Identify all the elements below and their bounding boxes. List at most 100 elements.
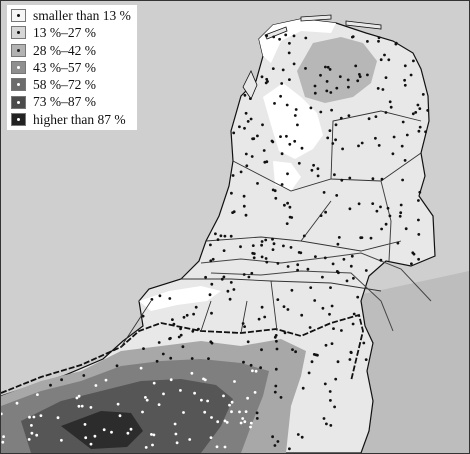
location-dot (260, 305, 264, 309)
location-dot (325, 422, 328, 426)
location-dot (345, 279, 349, 283)
location-dot (352, 312, 356, 316)
location-dot (403, 78, 406, 82)
legend-label-3: 43 %–57 % (33, 59, 96, 75)
location-dot (366, 73, 369, 77)
location-dot (347, 85, 350, 89)
location-dot (208, 293, 212, 297)
location-dot (116, 402, 120, 406)
location-dot (228, 403, 231, 407)
location-dot (288, 205, 292, 209)
location-dot (340, 178, 344, 182)
location-dot (210, 416, 213, 419)
location-dot (281, 68, 285, 72)
location-dot (89, 406, 93, 409)
location-dot (210, 282, 214, 286)
legend-row: 58 %–72 % (11, 76, 131, 93)
location-dot (336, 242, 340, 246)
location-dot (249, 421, 253, 425)
location-dot (323, 256, 327, 260)
location-dot (377, 39, 380, 43)
location-dot (254, 369, 258, 373)
location-dot (384, 111, 388, 114)
location-dot (226, 289, 230, 293)
location-dot (357, 144, 360, 148)
location-dot (232, 131, 236, 135)
location-dot (246, 120, 250, 123)
location-dot (118, 414, 122, 418)
legend-row: 13 %–27 % (11, 24, 131, 41)
location-dot (329, 399, 332, 402)
location-dot (179, 333, 183, 337)
location-dot (89, 442, 93, 446)
location-dot (271, 188, 275, 192)
location-dot (421, 93, 425, 96)
location-dot (371, 202, 375, 206)
location-dot (381, 88, 385, 91)
location-dot (239, 245, 242, 249)
location-dot (30, 424, 33, 427)
location-dot (280, 82, 284, 85)
location-dot (418, 190, 422, 194)
location-dot (244, 152, 248, 156)
location-dot (286, 172, 289, 176)
location-dot (296, 433, 300, 436)
location-dot (417, 233, 421, 236)
location-dot (358, 75, 362, 78)
location-dot (243, 126, 246, 130)
location-dot (357, 202, 361, 206)
location-dot (288, 41, 291, 45)
location-dot (203, 410, 207, 414)
location-dot (150, 433, 153, 436)
location-dot (155, 359, 159, 363)
location-dot (337, 236, 341, 239)
location-dot (330, 108, 333, 112)
location-dot (316, 167, 320, 171)
location-dot (411, 112, 415, 116)
location-dot (312, 353, 316, 356)
location-dot (283, 331, 287, 335)
location-dot (182, 315, 186, 319)
location-dot (333, 173, 336, 177)
location-dot (244, 213, 248, 217)
location-dot (274, 367, 278, 371)
location-dot (197, 327, 200, 331)
location-dot (243, 325, 247, 328)
location-dot (151, 443, 154, 447)
location-dot (181, 345, 185, 349)
location-dot (335, 86, 339, 90)
location-dot (335, 270, 339, 273)
location-dot (371, 177, 375, 181)
location-dot (346, 78, 350, 82)
location-dot (60, 378, 63, 382)
markermeer (273, 161, 301, 191)
location-dot (284, 33, 288, 37)
location-dot (307, 371, 311, 375)
legend-swatch-1 (11, 26, 26, 40)
location-dot (1, 440, 5, 444)
location-dot (162, 392, 165, 396)
location-dot (328, 68, 332, 71)
location-dot (273, 335, 277, 339)
location-dot (399, 211, 403, 215)
location-dot (246, 396, 250, 400)
location-dot (94, 384, 98, 387)
location-dot (222, 249, 226, 253)
location-dot (348, 358, 352, 361)
location-dot (338, 75, 342, 78)
location-dot (216, 238, 220, 242)
location-dot (409, 73, 413, 77)
location-dot (185, 313, 189, 317)
location-dot (334, 123, 338, 127)
legend-label-0: smaller than 13 % (33, 8, 131, 23)
wadden-island-1 (242, 70, 258, 100)
location-dot (141, 410, 144, 414)
location-dot (391, 152, 395, 156)
location-dot (272, 35, 276, 39)
location-dot (84, 436, 88, 440)
location-dot (272, 242, 276, 246)
location-dot (392, 135, 396, 139)
location-dot (265, 34, 268, 38)
location-dot (230, 400, 234, 404)
location-dot (334, 377, 338, 381)
